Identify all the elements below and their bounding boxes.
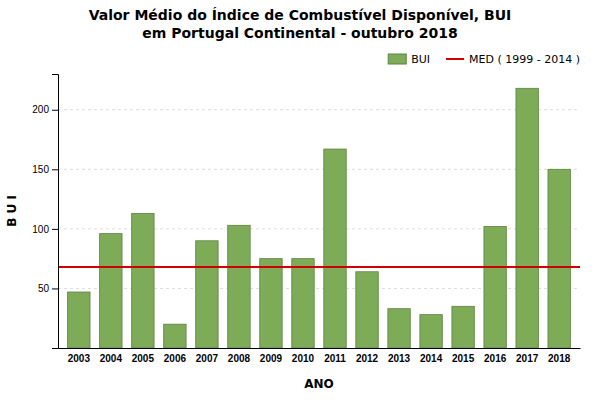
x-tick: 2007: [196, 353, 219, 364]
x-tick: 2006: [164, 353, 187, 364]
plot-area: 2003 2004 2005 2006 2007 2008 2009 2010 2011 2012…: [32, 75, 580, 365]
bar: [516, 88, 538, 348]
x-tick-label: 2018: [548, 353, 571, 364]
x-axis-label: ANO: [304, 377, 334, 391]
y-tick: 200: [32, 104, 58, 115]
y-tick: 150: [32, 164, 58, 175]
x-tick: 2005: [132, 353, 155, 364]
bar: [132, 213, 154, 348]
bar: [420, 315, 442, 348]
bar: [548, 169, 570, 348]
y-tick-label: 100: [32, 224, 49, 235]
bar: [388, 309, 410, 348]
y-axis: 50 100 150 200: [32, 75, 58, 349]
legend-label: BUI: [411, 53, 430, 66]
x-tick: 2008: [228, 353, 251, 364]
y-tick-mark: [52, 288, 58, 289]
bar: [292, 259, 314, 348]
title: Valor Médio do Índice de Combustível Dis…: [89, 7, 512, 41]
grid-line: [58, 169, 580, 170]
y-tick-mark: [52, 229, 58, 230]
legend-swatch: [388, 54, 406, 64]
x-tick: 2015: [452, 353, 475, 364]
legend-label: MED ( 1999 - 2014 ): [469, 53, 580, 66]
y-tick-label: 200: [32, 104, 49, 115]
y-tick-mark: [52, 169, 58, 170]
x-tick: 2004: [100, 353, 123, 364]
marks: [58, 88, 580, 348]
x-tick-label: 2010: [292, 353, 315, 364]
y-tick-mark: [52, 110, 58, 111]
x-tick: 2010: [292, 353, 315, 364]
x-tick: 2009: [260, 353, 283, 364]
title-line: Valor Médio do Índice de Combustível Dis…: [89, 7, 512, 23]
bar: [196, 241, 218, 348]
title-line: em Portugal Continental - outubro 2018: [142, 25, 457, 41]
x-tick-label: 2017: [516, 353, 539, 364]
x-tick: 2017: [516, 353, 539, 364]
legend-item: BUI: [388, 53, 430, 66]
legend: BUI MED ( 1999 - 2014 ): [388, 53, 580, 66]
bar: [228, 225, 250, 348]
bar-series: [68, 88, 571, 348]
x-axis: 2003 2004 2005 2006 2007 2008 2009 2010 2011 2012…: [59, 349, 581, 365]
bar: [356, 272, 378, 348]
x-tick-label: 2013: [388, 353, 411, 364]
bar: [68, 292, 90, 348]
x-tick-label: 2011: [324, 353, 346, 364]
x-tick: 2014: [420, 353, 443, 364]
y-tick: 100: [32, 224, 58, 235]
bar: [324, 149, 346, 348]
bar: [164, 324, 186, 348]
x-tick-label: 2015: [452, 353, 475, 364]
x-tick: 2018: [548, 353, 571, 364]
x-tick-label: 2008: [228, 353, 251, 364]
bar: [484, 226, 506, 348]
bar: [260, 259, 282, 348]
grid-line: [58, 109, 580, 110]
y-tick-label: 50: [38, 283, 50, 294]
y-axis-line: [52, 75, 59, 349]
x-tick-label: 2003: [68, 353, 91, 364]
x-tick-label: 2005: [132, 353, 155, 364]
chart: 2003 2004 2005 2006 2007 2008 2009 2010 2011 2012…: [0, 0, 600, 400]
reference-line: [58, 266, 580, 268]
x-tick: 2012: [356, 353, 379, 364]
x-tick-label: 2012: [356, 353, 379, 364]
y-tick: 50: [38, 283, 58, 294]
bar: [452, 306, 474, 348]
legend-swatch: [446, 58, 464, 60]
x-tick-label: 2006: [164, 353, 187, 364]
x-tick-label: 2007: [196, 353, 219, 364]
y-tick-label: 150: [32, 164, 49, 175]
x-tick-label: 2016: [484, 353, 507, 364]
x-axis-line: [59, 348, 581, 349]
legend-item: MED ( 1999 - 2014 ): [446, 53, 580, 66]
x-tick: 2013: [388, 353, 411, 364]
x-tick-label: 2009: [260, 353, 283, 364]
x-tick-label: 2014: [420, 353, 443, 364]
bar: [100, 234, 122, 348]
x-tick: 2016: [484, 353, 507, 364]
y-axis-label: B U I: [5, 195, 19, 227]
x-tick: 2011: [324, 353, 346, 364]
x-tick: 2003: [68, 353, 91, 364]
x-tick-label: 2004: [100, 353, 123, 364]
